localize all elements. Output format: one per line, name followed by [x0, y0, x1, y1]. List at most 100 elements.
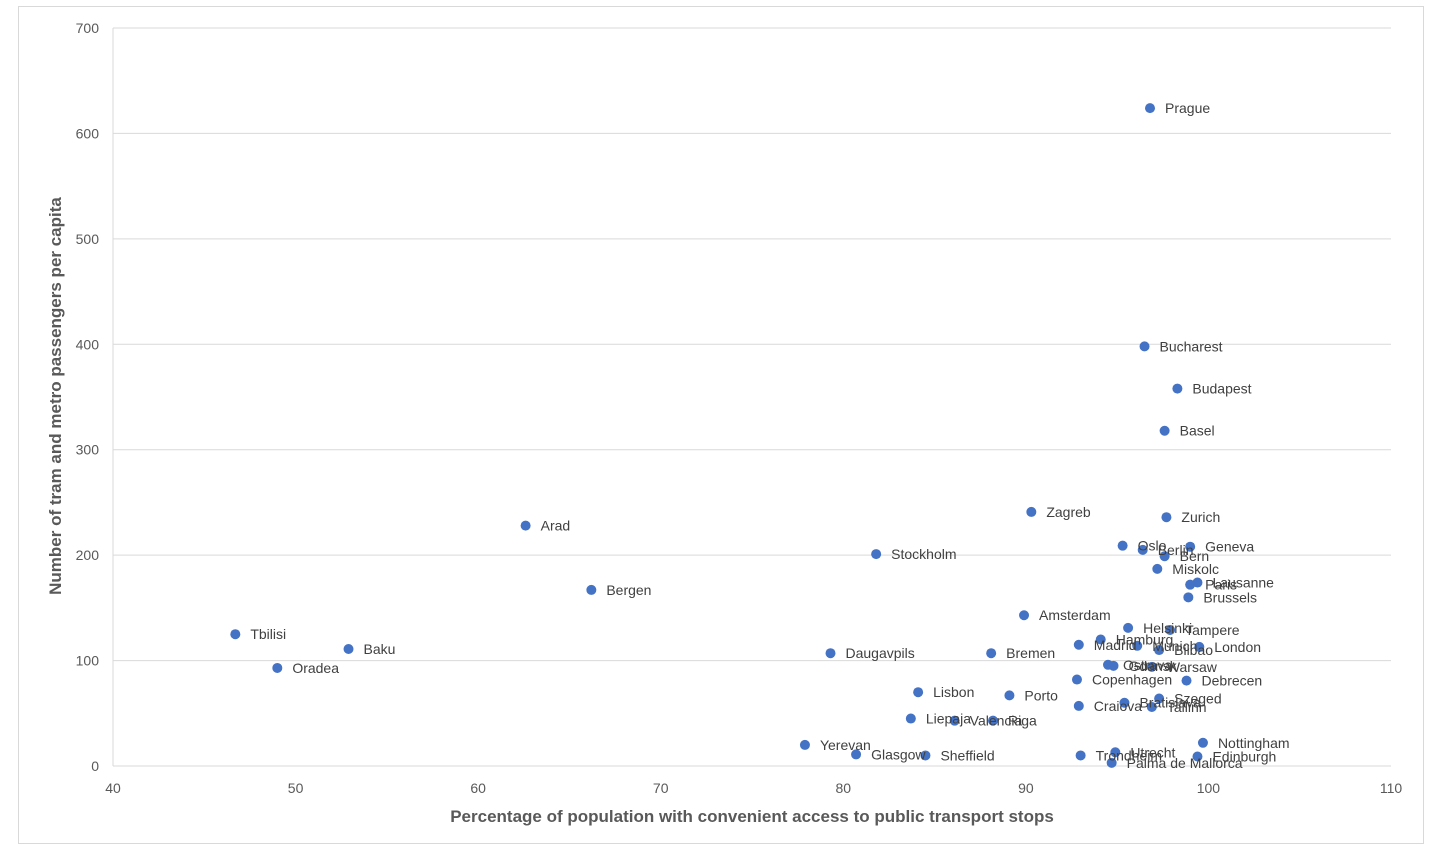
data-point — [949, 715, 960, 726]
y-tick-label: 600 — [76, 125, 100, 141]
data-label: Bremen — [1006, 645, 1055, 661]
data-label: Glasgow — [871, 746, 926, 762]
data-label: Paris — [1205, 577, 1237, 593]
x-tick-label: 90 — [1018, 780, 1034, 796]
y-tick-label: 200 — [76, 547, 100, 563]
data-label: Bern — [1180, 548, 1210, 564]
data-point — [1019, 610, 1030, 621]
data-label: Porto — [1024, 687, 1058, 703]
data-point — [799, 739, 810, 750]
y-tick-label: 500 — [76, 231, 100, 247]
data-labels: Prague Bucharest Budapest Basel Zagreb Zurich… — [250, 100, 1289, 771]
data-point — [1165, 624, 1176, 635]
data-point — [1146, 661, 1157, 672]
data-point — [1183, 592, 1194, 603]
data-label: Ostrava — [1123, 657, 1172, 673]
data-point — [1154, 693, 1165, 704]
data-label: Miskolc — [1172, 561, 1219, 577]
data-label: Yerevan — [820, 737, 871, 753]
data-point — [1110, 747, 1121, 758]
data-label: London — [1214, 639, 1261, 655]
x-tick-label: 80 — [835, 780, 851, 796]
y-tick-label: 300 — [76, 442, 100, 458]
y-axis-title: Number of tram and metro passengers per … — [46, 197, 65, 595]
data-label: Berlin — [1158, 542, 1194, 558]
data-label: Arad — [541, 518, 571, 534]
data-label: Trondheim — [1096, 747, 1162, 763]
data-label: Valencia — [970, 713, 1023, 729]
data-point — [1152, 563, 1163, 574]
data-point — [520, 520, 531, 531]
data-label: Gdansk — [1128, 658, 1177, 674]
data-label: Basel — [1180, 423, 1215, 439]
y-tick-label: 0 — [91, 758, 99, 774]
data-label: Madrid — [1094, 637, 1137, 653]
x-tick-label: 60 — [470, 780, 486, 796]
data-label: Brussels — [1203, 589, 1257, 605]
data-points — [230, 103, 1208, 768]
data-point — [1095, 634, 1106, 645]
data-label: Bratislava — [1139, 695, 1201, 711]
data-label: Szeged — [1174, 691, 1221, 707]
x-tick-label: 110 — [1380, 780, 1403, 796]
data-label: Zurich — [1181, 509, 1220, 525]
data-point — [1194, 641, 1205, 652]
data-label: Stockholm — [891, 546, 956, 562]
gridlines — [112, 27, 1391, 767]
data-point — [1197, 737, 1208, 748]
y-tick-label: 100 — [76, 653, 100, 669]
data-label: Palma de Mallorca — [1127, 755, 1243, 771]
data-label: Sheffield — [940, 747, 994, 763]
data-label: Utrecht — [1130, 744, 1175, 760]
chart-frame — [18, 6, 1424, 844]
data-point — [1137, 544, 1148, 555]
data-label: Oslo — [1138, 538, 1167, 554]
data-point — [1073, 639, 1084, 650]
data-point — [851, 749, 862, 760]
x-tick-label: 100 — [1197, 780, 1221, 796]
data-label: Bergen — [606, 582, 651, 598]
x-tick-label: 70 — [653, 780, 669, 796]
data-label: Copenhagen — [1092, 672, 1172, 688]
data-point — [825, 648, 836, 659]
data-point — [913, 687, 924, 698]
data-label: Geneva — [1205, 539, 1254, 555]
y-tick-label: 700 — [76, 20, 100, 36]
data-label: Amsterdam — [1039, 607, 1111, 623]
data-label: Budapest — [1192, 381, 1251, 397]
data-point — [272, 662, 283, 673]
data-point — [1145, 103, 1156, 114]
x-axis-title: Percentage of population with convenient… — [450, 807, 1054, 826]
data-label: Lausanne — [1212, 575, 1274, 591]
data-point — [920, 750, 931, 761]
data-point — [1132, 640, 1143, 651]
x-tick-label: 40 — [105, 780, 121, 796]
data-label: Munich — [1152, 638, 1197, 654]
data-point — [343, 643, 354, 654]
data-point — [1139, 341, 1150, 352]
data-label: Bilbao — [1174, 642, 1213, 658]
data-point — [1106, 757, 1117, 768]
data-point — [1146, 701, 1157, 712]
data-point — [1159, 425, 1170, 436]
data-label: Lisbon — [933, 684, 974, 700]
data-label: Hamburg — [1116, 631, 1174, 647]
data-point — [1185, 579, 1196, 590]
data-label: Tallinn — [1167, 699, 1207, 715]
data-label: Daugavpils — [846, 645, 915, 661]
data-label: Tbilisi — [250, 626, 286, 642]
data-label: Oradea — [292, 660, 339, 676]
tick-labels: 0 100 200 300 400 500 600 700 40 50 60 70 80 90 100 110 — [76, 20, 1403, 796]
data-point — [1117, 540, 1128, 551]
data-point — [1172, 383, 1183, 394]
data-label: Nottingham — [1218, 735, 1290, 751]
data-label: Edinburgh — [1212, 749, 1276, 765]
x-tick-label: 50 — [288, 780, 304, 796]
data-point — [230, 629, 241, 640]
data-point — [871, 549, 882, 560]
data-point — [1119, 697, 1130, 708]
data-label: Tampere — [1185, 622, 1240, 638]
data-point — [986, 648, 997, 659]
data-point — [1123, 622, 1134, 633]
